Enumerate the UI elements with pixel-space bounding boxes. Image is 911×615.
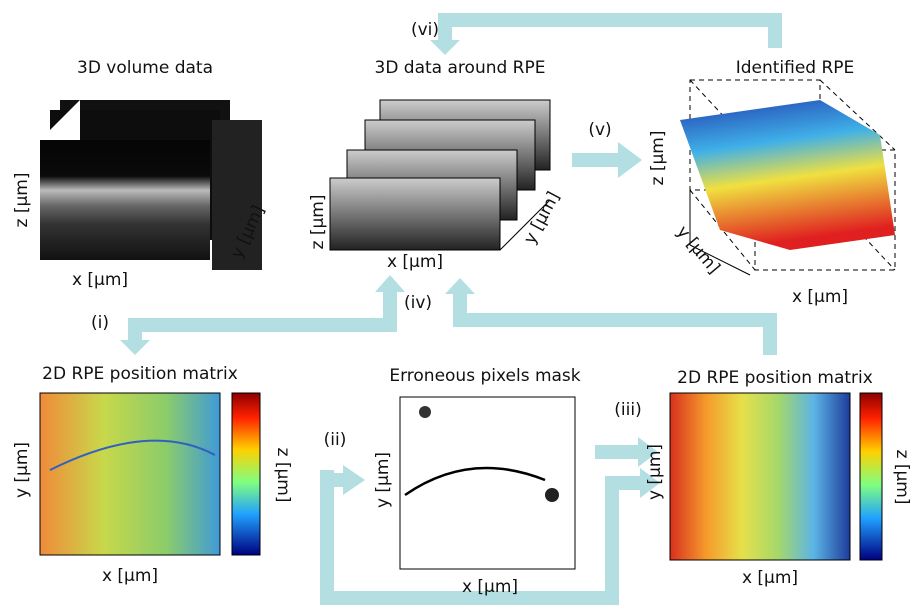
position-map [40,393,260,555]
y-label: y [μm] [12,442,32,498]
y-label: y [μm] [373,452,393,508]
step-label: (vi) [411,20,439,40]
volume-stack [40,100,262,270]
panel-title: 2D RPE position matrix [42,364,238,384]
x-label: x [μm] [742,568,798,588]
y-label: y [μm] [672,222,723,278]
y-label: y [μm] [520,189,564,248]
x-label: x [μm] [102,566,158,586]
x-label: x [μm] [462,577,518,597]
panel-title: 3D data around RPE [375,58,546,78]
colorbar-label: z [μm] [892,450,911,505]
z-label: z [μm] [12,173,32,228]
panel-title: Erroneous pixels mask [389,366,580,386]
colorbar-label: z [μm] [273,448,293,503]
x-label: x [μm] [792,287,848,307]
rpe-surface [680,80,895,275]
panel-title: Identified RPE [736,58,855,78]
z-label: z [μm] [308,195,328,250]
corrected-map [670,393,882,560]
y-label: y [μm] [645,444,665,500]
z-label: z [μm] [648,131,668,186]
diagram: 3D volume data x [μm] z [μm] y [μm] 3D d… [0,0,911,615]
panel-title: 3D volume data [77,58,213,78]
step-label: (ii) [324,430,347,450]
rpe-stack [330,100,550,250]
step-label: (v) [588,120,611,140]
step-label: (iii) [614,400,641,420]
step-label: (iv) [404,293,432,313]
panel-title: 2D RPE position matrix [677,368,873,388]
x-label: x [μm] [72,270,128,290]
x-label: x [μm] [387,252,443,272]
mask [400,397,575,569]
step-label: (i) [91,313,109,333]
